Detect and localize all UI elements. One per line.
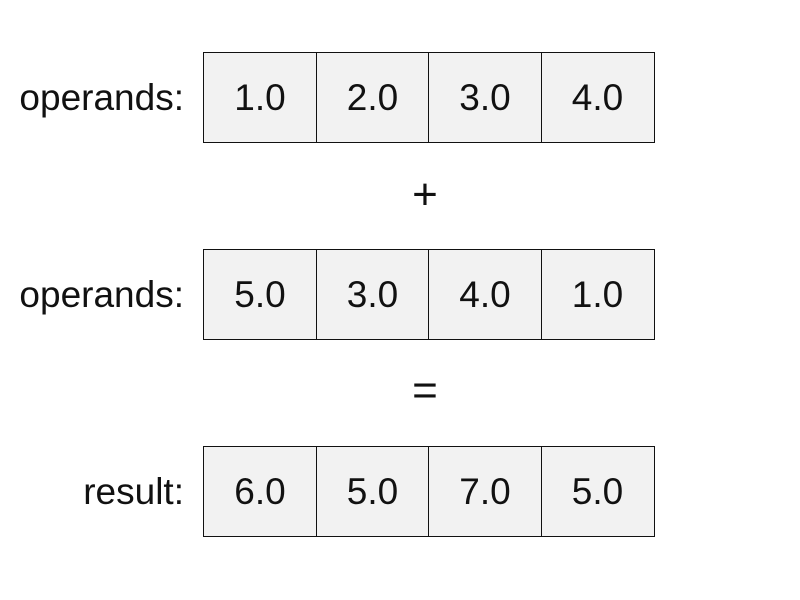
row-label: operands:	[19, 274, 184, 315]
operands-row-2: operands: 5.0 3.0 4.0 1.0	[0, 249, 800, 340]
operands-row-1: operands: 1.0 2.0 3.0 4.0	[0, 52, 800, 143]
row-label: result:	[83, 471, 184, 512]
equals-operator: =	[412, 366, 438, 415]
vector-cell: 3.0	[428, 52, 542, 143]
plus-operator: +	[412, 170, 438, 219]
vector-cell: 5.0	[203, 249, 317, 340]
vector-cell: 7.0	[428, 446, 542, 537]
vector: 5.0 3.0 4.0 1.0	[203, 249, 655, 340]
vector-cell: 3.0	[315, 249, 430, 340]
result-row: result: 6.0 5.0 7.0 5.0	[0, 446, 800, 537]
row-label: operands:	[19, 77, 184, 118]
vector-cell: 1.0	[540, 249, 655, 340]
vector-cell: 4.0	[540, 52, 655, 143]
vector-cell: 6.0	[203, 446, 317, 537]
vector: 1.0 2.0 3.0 4.0	[203, 52, 655, 143]
vector-cell: 4.0	[428, 249, 542, 340]
vector-cell: 5.0	[540, 446, 655, 537]
vector: 6.0 5.0 7.0 5.0	[203, 446, 655, 537]
vector-cell: 2.0	[315, 52, 430, 143]
vector-cell: 5.0	[315, 446, 430, 537]
vector-cell: 1.0	[203, 52, 317, 143]
